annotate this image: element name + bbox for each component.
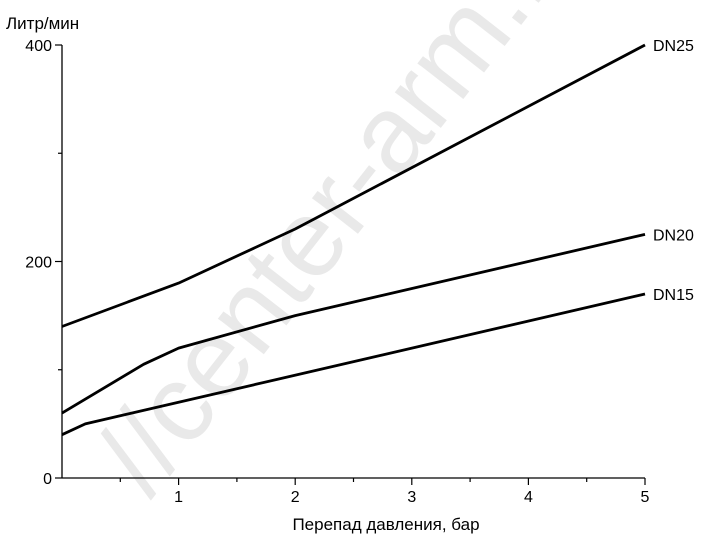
y-tick-label: 200 [25, 255, 52, 272]
x-tick-label: 2 [291, 489, 300, 506]
x-tick-label: 4 [524, 489, 533, 506]
series-group [61, 43, 646, 436]
watermark: //center-arm.ru [72, 0, 613, 515]
series-line-dn25 [61, 43, 646, 328]
series-label-dn15: DN15 [653, 287, 694, 304]
series-label-dn25: DN25 [653, 38, 694, 55]
axes: 1 2 3 4 5 0 200 400 [25, 38, 649, 506]
y-tick-label: 0 [43, 471, 52, 488]
x-tick-label: 5 [641, 489, 650, 506]
x-tick-label: 1 [174, 489, 183, 506]
labels-group: DN25 DN20 DN15 [653, 38, 694, 304]
y-tick-label: 400 [25, 38, 52, 55]
x-tick-label: 3 [407, 489, 416, 506]
series-label-dn20: DN20 [653, 227, 694, 244]
y-axis-label: Литр/мин [6, 14, 79, 33]
series-line-dn15 [61, 292, 646, 436]
x-axis-label: Перепад давления, бар [292, 515, 479, 534]
series-line-dn20 [61, 233, 646, 415]
